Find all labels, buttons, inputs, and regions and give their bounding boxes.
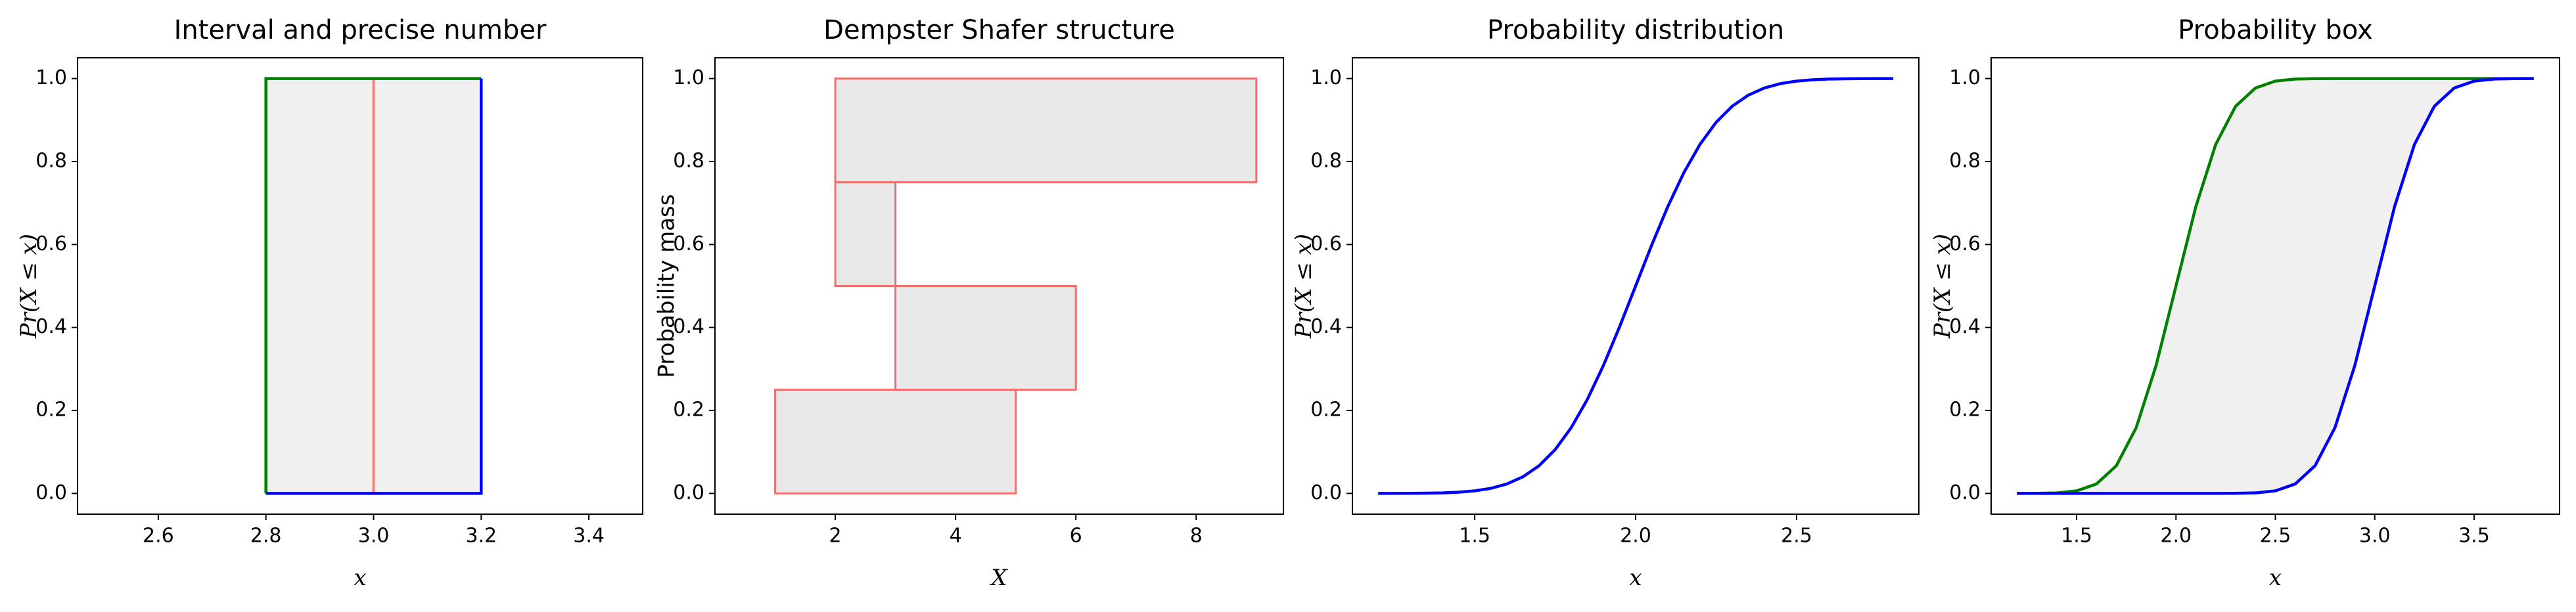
x-tick-label: 4 <box>950 525 962 548</box>
y-tick-label: 0.8 <box>1949 149 1981 172</box>
y-tick-label: 0.6 <box>1949 232 1981 255</box>
x-axis-label: x <box>2269 565 2282 591</box>
x-tick-label: 2.6 <box>143 525 174 548</box>
pbox-fill <box>2017 78 2534 494</box>
y-tick-label: 0.4 <box>35 315 67 338</box>
subplot-title: Probability distribution <box>1487 15 1784 45</box>
left-bound <box>264 77 482 494</box>
axes-frame <box>77 57 643 515</box>
y-tick-label: 0.6 <box>673 232 704 255</box>
y-tick-label: 0.4 <box>673 315 704 338</box>
cdf-line <box>2017 77 2534 495</box>
subplot-title: Probability box <box>2178 15 2372 45</box>
y-tick-label: 0.8 <box>35 149 67 172</box>
x-tick-label: 1.5 <box>2061 525 2092 548</box>
y-tick-label: 0.6 <box>35 232 67 255</box>
focal-element <box>834 77 1258 184</box>
y-axis-label: Pr(X ≤ x) <box>16 234 42 339</box>
focal-element <box>894 285 1077 391</box>
y-tick-label: 0.0 <box>1310 481 1342 504</box>
y-axis-label: Pr(X ≤ x) <box>1291 234 1317 339</box>
x-tick-label: 3.0 <box>2359 525 2391 548</box>
x-tick-label: 1.5 <box>1459 525 1490 548</box>
axes-frame <box>714 57 1284 515</box>
y-tick-label: 0.8 <box>1310 149 1342 172</box>
x-axis-label: X <box>989 565 1008 591</box>
x-axis-label: x <box>354 565 366 591</box>
y-tick-label: 0.2 <box>35 399 67 422</box>
y-tick-label: 1.0 <box>1949 66 1981 89</box>
focal-element <box>774 388 1017 494</box>
x-tick-label: 2.5 <box>1781 525 1812 548</box>
x-tick-label: 3.0 <box>358 525 390 548</box>
y-tick-label: 0.8 <box>673 149 704 172</box>
y-tick-label: 0.2 <box>1949 399 1981 422</box>
y-tick-label: 1.0 <box>1310 66 1342 89</box>
x-tick-label: 2.8 <box>250 525 282 548</box>
x-tick-label: 2.0 <box>1620 525 1651 548</box>
y-axis-label: Pr(X ≤ x) <box>1929 234 1956 339</box>
subplot-title: Interval and precise number <box>174 15 547 45</box>
y-tick-label: 0.0 <box>35 481 67 504</box>
y-tick-label: 0.2 <box>1310 399 1342 422</box>
y-tick-label: 0.0 <box>1949 481 1981 504</box>
cdf-line <box>2017 77 2534 495</box>
x-tick-label: 3.4 <box>573 525 605 548</box>
y-tick-label: 0.6 <box>1310 232 1342 255</box>
x-tick-label: 6 <box>1070 525 1082 548</box>
right-bound <box>265 78 483 495</box>
x-tick-label: 3.2 <box>465 525 497 548</box>
y-tick-label: 0.4 <box>1310 315 1342 338</box>
y-tick-label: 1.0 <box>35 66 67 89</box>
y-axis-label: Probability mass <box>654 194 680 378</box>
y-tick-label: 0.2 <box>673 399 704 422</box>
x-tick-label: 2.0 <box>2160 525 2192 548</box>
cdf-line <box>1378 77 1893 495</box>
x-tick-label: 2 <box>829 525 842 548</box>
x-tick-label: 2.5 <box>2260 525 2291 548</box>
y-tick-label: 0.4 <box>1949 315 1981 338</box>
y-tick-label: 0.0 <box>673 481 704 504</box>
x-axis-label: x <box>1629 565 1642 591</box>
x-tick-label: 8 <box>1190 525 1203 548</box>
y-tick-label: 1.0 <box>673 66 704 89</box>
x-tick-label: 3.5 <box>2458 525 2490 548</box>
subplot-title: Dempster Shafer structure <box>823 15 1175 45</box>
focal-element <box>834 181 897 287</box>
